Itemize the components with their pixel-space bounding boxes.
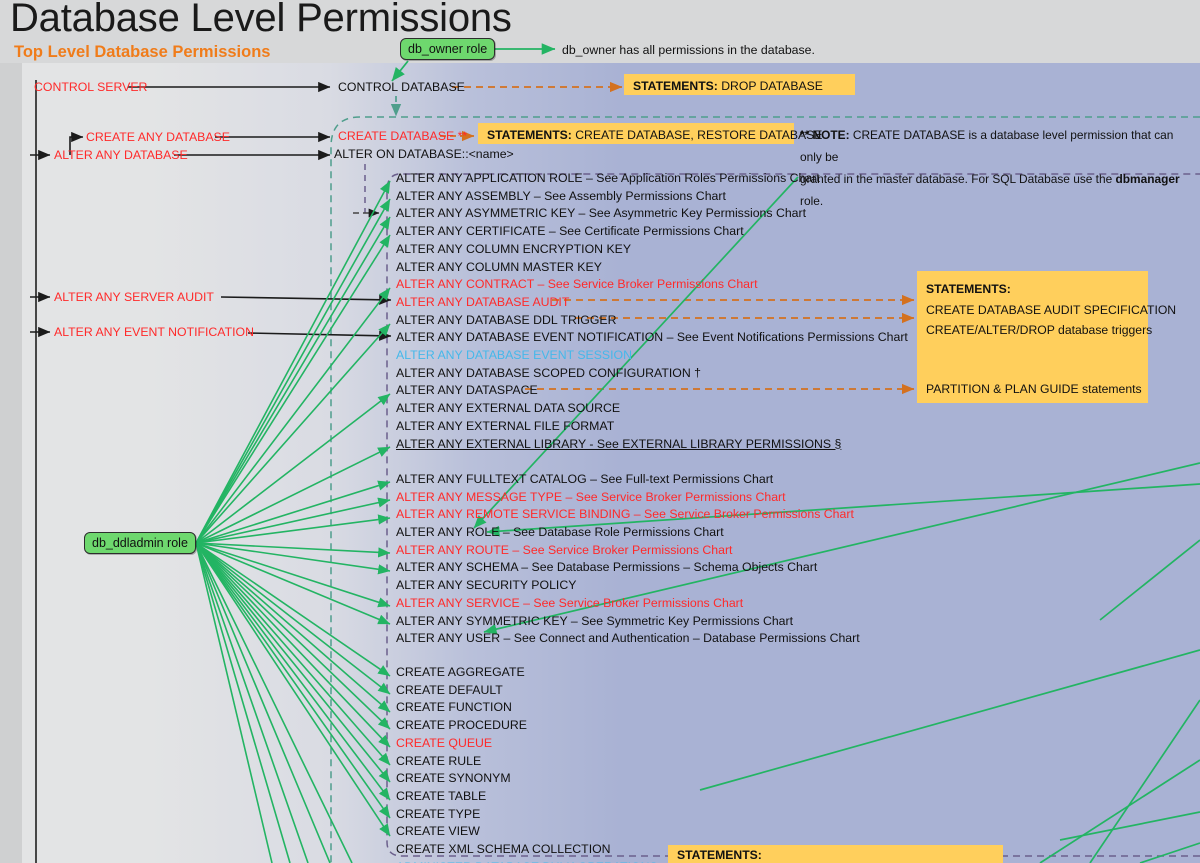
permission-row-alter-any-security-policy: ALTER ANY SECURITY POLICY — [396, 578, 577, 593]
permission-control-server: CONTROL SERVER — [34, 80, 148, 94]
db-owner-note: db_owner has all permissions in the data… — [562, 43, 815, 57]
statements-heading: STATEMENTS: — [487, 128, 572, 142]
statements-box-audit-triggers: STATEMENTS: CREATE DATABASE AUDIT SPECIF… — [917, 271, 1177, 403]
statements-box-create-database: STATEMENTS: CREATE DATABASE, RESTORE DAT… — [478, 123, 822, 144]
ddladmin-fan-offscreen — [195, 542, 353, 863]
statements-heading: STATEMENTS: — [926, 282, 1011, 296]
permission-row-alter-any-dataspace: ALTER ANY DATASPACE — [396, 383, 538, 398]
permission-row-create-table: CREATE TABLE — [396, 788, 487, 803]
permission-row-create-view: CREATE VIEW — [396, 824, 480, 839]
permission-row-alter-any-certificate-see-certificate-permissions-chart: ALTER ANY CERTIFICATE – See Certificate … — [396, 224, 744, 239]
statements-box-bottom: STATEMENTS: — [668, 845, 1003, 863]
permission-row-alter-any-user-see-connect-and-authentication-database-permi: ALTER ANY USER – See Connect and Authent… — [396, 631, 860, 646]
permission-row-alter-any-symmetric-key-see-symmetric-key-permissions-chart: ALTER ANY SYMMETRIC KEY – See Symmetric … — [396, 613, 794, 628]
permission-row-alter-any-fulltext-catalog-see-full-text-permissions-chart: ALTER ANY FULLTEXT CATALOG – See Full-te… — [396, 471, 774, 486]
permission-row-alter-any-column-master-key: ALTER ANY COLUMN MASTER KEY — [396, 259, 602, 274]
note-line-2c: role. — [800, 194, 824, 208]
statements-line-2: CREATE/ALTER/DROP database triggers — [926, 323, 1153, 337]
permission-row-alter-any-asymmetric-key-see-asymmetric-key-permissions-char: ALTER ANY ASYMMETRIC KEY – See Asymmetri… — [396, 206, 807, 221]
permission-row-alter-any-route-see-service-broker-permissions-chart: ALTER ANY ROUTE – See Service Broker Per… — [396, 542, 733, 557]
permission-create-any-database: CREATE ANY DATABASE — [86, 130, 230, 144]
statements-spacer — [926, 341, 1139, 379]
statements-line-1: CREATE DATABASE AUDIT SPECIFICATION — [926, 302, 1177, 317]
permission-alter-any-server-audit: ALTER ANY SERVER AUDIT — [54, 290, 214, 304]
ddladmin-fan — [195, 180, 391, 837]
permission-row-create-rule: CREATE RULE — [396, 753, 482, 768]
permission-row-alter-any-remote-service-binding-see-service-broker-permissi: ALTER ANY REMOTE SERVICE BINDING – See S… — [396, 507, 854, 522]
statements-heading: STATEMENTS: — [633, 79, 718, 93]
note-line-1: CREATE DATABASE is a database level perm… — [800, 128, 1174, 164]
permission-row-alter-any-role-see-database-role-permissions-chart: ALTER ANY ROLE – See Database Role Permi… — [396, 525, 724, 539]
permission-alter-on-database: ALTER ON DATABASE::<name> — [334, 147, 514, 161]
background-top-band — [0, 0, 1200, 63]
permission-row-alter-any-column-encryption-key: ALTER ANY COLUMN ENCRYPTION KEY — [396, 241, 632, 256]
permission-row-create-function: CREATE FUNCTION — [396, 700, 512, 715]
background-left-strip — [0, 63, 22, 863]
statements-text: DROP DATABASE — [717, 79, 823, 93]
permission-row-alter-any-service-see-service-broker-permissions-chart: ALTER ANY SERVICE – See Service Broker P… — [396, 595, 744, 610]
permission-row-alter-any-external-file-format: ALTER ANY EXTERNAL FILE FORMAT — [396, 418, 615, 433]
permission-row-alter-any-assembly-see-assembly-permissions-chart: ALTER ANY ASSEMBLY – See Assembly Permis… — [396, 188, 726, 203]
permission-row-alter-any-database-audit: ALTER ANY DATABASE AUDIT — [396, 294, 570, 309]
permission-row-create-synonym: CREATE SYNONYM — [396, 771, 511, 786]
elbow-create-any-database — [69, 131, 84, 155]
statements-box-drop-database: STATEMENTS: DROP DATABASE — [624, 74, 855, 95]
permission-row-alter-any-message-type-see-service-broker-permissions-chart: ALTER ANY MESSAGE TYPE – See Service Bro… — [396, 489, 786, 504]
permission-control-database: CONTROL DATABASE — [338, 80, 465, 94]
permission-row-alter-any-database-ddl-trigger: ALTER ANY DATABASE DDL TRIGGER — [396, 312, 617, 327]
statements-line-3: PARTITION & PLAN GUIDE statements — [926, 381, 1142, 396]
statements-text: CREATE DATABASE, RESTORE DATABASE — [571, 128, 823, 142]
page-subtitle: Top Level Database Permissions — [14, 43, 271, 61]
permission-row-create-xml-schema-collection: CREATE XML SCHEMA COLLECTION — [396, 842, 611, 856]
permission-row-alter-any-schema-see-database-permissions-schema-objects-cha: ALTER ANY SCHEMA – See Database Permissi… — [396, 560, 818, 575]
permission-row-alter-any-application-role-see-application-roles-permissions: ALTER ANY APPLICATION ROLE – See Applica… — [396, 171, 820, 185]
permission-row-create-type: CREATE TYPE — [396, 806, 481, 821]
note-prefix: ** NOTE: — [800, 128, 850, 142]
note-line-2a: granted in the master database. For SQL … — [800, 172, 1116, 186]
permission-row-alter-any-database-event-notification-see-event-notification: ALTER ANY DATABASE EVENT NOTIFICATION – … — [396, 330, 908, 345]
permission-row-create-aggregate: CREATE AGGREGATE — [396, 665, 525, 679]
statements-heading: STATEMENTS: — [677, 848, 762, 862]
background-gradient-body — [0, 63, 1200, 863]
permission-row-create-queue: CREATE QUEUE — [396, 735, 493, 750]
note-create-database: ** NOTE: CREATE DATABASE is a database l… — [800, 124, 1198, 212]
permission-row-alter-any-contract-see-service-broker-permissions-chart: ALTER ANY CONTRACT – See Service Broker … — [396, 277, 758, 292]
page-title: Database Level Permissions — [10, 0, 512, 40]
role-box-db-ddladmin[interactable]: db_ddladmin role — [84, 532, 196, 554]
region-outline-teal — [330, 116, 1200, 863]
permission-row-alter-any-external-data-source: ALTER ANY EXTERNAL DATA SOURCE — [396, 401, 621, 416]
permission-row-create-default: CREATE DEFAULT — [396, 682, 503, 697]
permission-alter-any-database: ALTER ANY DATABASE — [54, 148, 188, 162]
permission-row-alter-any-database-event-session: ALTER ANY DATABASE EVENT SESSION — [396, 348, 632, 362]
permission-create-database: CREATE DATABASE ** — [338, 129, 468, 143]
permission-row-administer-database-bulk-operations: ADMINISTER DATABASE BULK OPERATIONS — [396, 860, 658, 863]
permission-row-create-procedure: CREATE PROCEDURE — [396, 718, 527, 733]
region-outline-purple — [386, 173, 1200, 857]
permission-row-alter-any-database-scoped-configuration: ALTER ANY DATABASE SCOPED CONFIGURATION … — [396, 365, 701, 380]
note-dbmanager: dbmanager — [1115, 172, 1180, 186]
arrow-db-owner-to-control-database — [391, 60, 409, 82]
permission-row-alter-any-external-library-see-external-library-permissions: ALTER ANY EXTERNAL LIBRARY - See EXTERNA… — [396, 436, 842, 451]
role-box-db-owner[interactable]: db_owner role — [400, 38, 496, 60]
permission-alter-any-event-notification: ALTER ANY EVENT NOTIFICATION — [54, 325, 254, 339]
cross-diagonals — [473, 176, 1200, 863]
line-server-audit-to-database-audit — [220, 294, 392, 305]
